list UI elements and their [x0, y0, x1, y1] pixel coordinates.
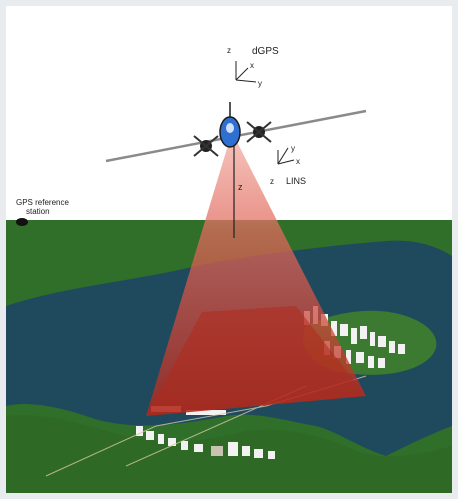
- building: [360, 326, 367, 339]
- building: [368, 356, 374, 368]
- building: [356, 352, 364, 363]
- dgps-axes: [235, 61, 257, 83]
- gps-reference-station: GPS reference station: [16, 198, 69, 226]
- aircraft: [105, 102, 367, 163]
- lins-x-label: x: [296, 157, 300, 166]
- building: [340, 324, 348, 336]
- building: [186, 410, 226, 415]
- building: [370, 332, 375, 346]
- building: [331, 321, 337, 336]
- building: [181, 441, 188, 450]
- left-engine: [193, 135, 219, 157]
- scan-axis-z-label: z: [238, 182, 243, 192]
- building: [194, 444, 203, 452]
- building: [254, 449, 263, 458]
- building: [398, 344, 405, 354]
- scan-footprint: [146, 306, 366, 416]
- lins-label: LINS: [286, 176, 306, 186]
- lins-y-axis: [277, 147, 289, 165]
- building: [136, 426, 143, 436]
- right-engine: [246, 121, 272, 143]
- airborne-lidar-diagram: z: [6, 46, 452, 493]
- building: [351, 328, 357, 344]
- lins-y-label: y: [291, 144, 295, 153]
- building: [268, 451, 275, 459]
- building: [389, 341, 395, 353]
- building: [242, 446, 250, 456]
- building: [378, 336, 386, 347]
- gps-station-label: station: [26, 207, 50, 216]
- inlet-water: [336, 244, 452, 306]
- building: [146, 431, 154, 440]
- building: [228, 442, 238, 456]
- building: [168, 438, 176, 446]
- dgps-z-label: z: [227, 46, 231, 55]
- lins-x-axis: [277, 159, 295, 165]
- laser-scan-beam: z: [146, 132, 366, 416]
- dgps-y-axis: [235, 79, 257, 83]
- building: [158, 434, 164, 444]
- lins-axes: [277, 147, 295, 165]
- gps-station-marker: [16, 218, 28, 226]
- gps-reference-label: GPS reference: [16, 198, 69, 207]
- dgps-label: dGPS: [252, 46, 279, 57]
- aircraft-cockpit: [226, 123, 234, 133]
- building: [346, 350, 351, 364]
- lins-z-label: z: [270, 177, 274, 186]
- building: [378, 358, 385, 368]
- dgps-x-axis: [235, 67, 249, 81]
- building: [211, 446, 223, 456]
- figure-panel: z: [6, 6, 452, 493]
- dgps-x-label: x: [250, 61, 254, 70]
- dgps-y-label: y: [258, 79, 262, 88]
